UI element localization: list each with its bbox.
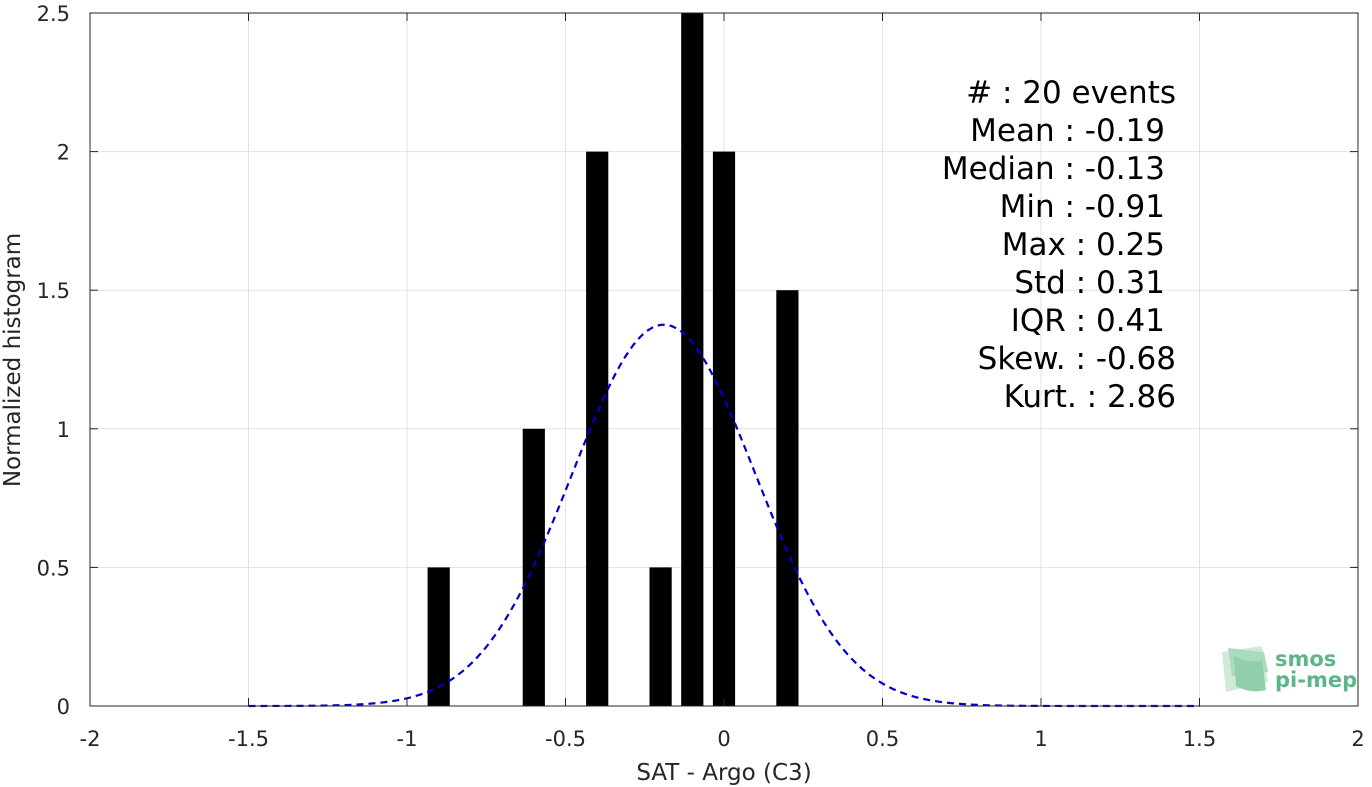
- x-tick-label: -1: [397, 727, 418, 751]
- stat-line: IQR : 0.41: [1011, 303, 1165, 339]
- logo-line-2: pi-mep: [1275, 668, 1357, 692]
- x-tick-label: -1.5: [228, 727, 269, 751]
- x-tick-label: -0.5: [545, 727, 586, 751]
- stat-line: # : 20 events: [966, 75, 1176, 111]
- x-tick-label: -2: [80, 727, 101, 751]
- x-tick-label: 2: [1351, 727, 1364, 751]
- y-tick-label: 2: [57, 141, 70, 165]
- bars: [427, 13, 799, 707]
- y-axis-ticks: 0 0.5 1 1.5 2 2.5: [37, 2, 1358, 719]
- stat-line: Kurt. : 2.86: [1004, 379, 1176, 415]
- smos-pimep-logo: smos pi-mep: [1222, 646, 1357, 692]
- stat-line: Median : -0.13: [942, 151, 1165, 187]
- y-axis-label: Normalized histogram: [0, 233, 26, 487]
- y-tick-label: 1.5: [37, 279, 70, 303]
- y-tick-label: 0: [57, 695, 70, 719]
- bar: [427, 567, 450, 706]
- stat-line: Skew. : -0.68: [978, 341, 1176, 377]
- x-tick-label: 1: [1034, 727, 1047, 751]
- stat-line: Max : 0.25: [1002, 227, 1165, 263]
- bar: [712, 151, 736, 707]
- x-axis-ticks: -2 -1.5 -1 -0.5 0 0.5 1 1.5 2: [80, 13, 1365, 751]
- y-tick-label: 2.5: [37, 2, 70, 26]
- bar: [586, 151, 609, 707]
- bar: [776, 290, 799, 706]
- x-tick-label: 1.5: [1183, 727, 1216, 751]
- logo-mark-icon: [1222, 646, 1268, 692]
- x-axis-label: SAT - Argo (C3): [636, 760, 811, 786]
- stat-line: Std : 0.31: [1014, 265, 1165, 301]
- x-tick-label: 0: [717, 727, 730, 751]
- stat-line: Min : -0.91: [1000, 189, 1165, 225]
- stat-line: Mean : -0.19: [970, 113, 1165, 149]
- bar: [681, 13, 704, 706]
- y-tick-label: 1: [57, 418, 70, 442]
- x-tick-label: 0.5: [866, 727, 899, 751]
- y-tick-label: 0.5: [37, 556, 70, 580]
- bar: [649, 567, 672, 706]
- logo-line-1: smos: [1275, 647, 1336, 671]
